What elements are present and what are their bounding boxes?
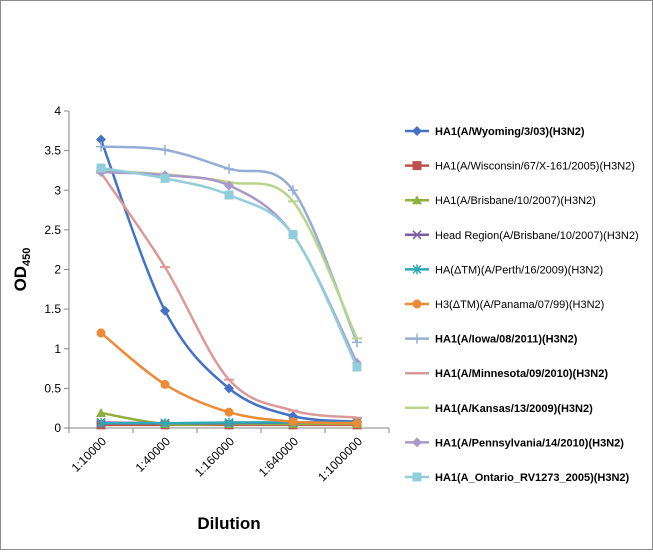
legend-marker [412, 299, 422, 309]
legend-label: HA1(A/Pennsylvania/14/2010)(H3N2) [435, 437, 624, 449]
data-point [224, 190, 234, 200]
data-point [352, 362, 362, 372]
data-point [96, 328, 106, 338]
legend-item: HA1(A/Kansas/13/2009)(H3N2) [405, 403, 593, 415]
y-tick-label: 4 [54, 104, 61, 118]
legend-label: HA1(A/Wyoming/3/03)(H3N2) [435, 126, 585, 138]
legend-marker [412, 195, 422, 205]
legend-item: Head Region(A/Brisbane/10/2007)(H3N2) [405, 230, 639, 242]
x-tick-label: 1:160000 [192, 434, 238, 480]
series-7 [96, 141, 362, 348]
legend-label: HA1(A/Iowa/08/2011)(H3N2) [435, 334, 578, 346]
legend-marker [412, 161, 422, 171]
data-point [96, 134, 106, 145]
data-point [160, 173, 170, 183]
legend-marker [412, 230, 422, 240]
legend-label: HA1(A/Brisbane/10/2007)(H3N2) [435, 195, 596, 207]
y-ticks: 0 0.5 1 1.5 2 2.5 3 3.5 4 [44, 104, 69, 435]
data-point [288, 417, 298, 427]
legend-item: HA(ΔTM)(A/Perth/16/2009)(H3N2) [405, 264, 603, 276]
series-6 [96, 328, 362, 428]
data-point [160, 379, 170, 389]
legend-item: HA1(A/Iowa/08/2011)(H3N2) [405, 333, 578, 346]
data-point [160, 144, 170, 155]
legend-item: H3(ΔTM)(A/Panama/07/99)(H3N2) [405, 299, 604, 311]
series-1 [96, 134, 362, 427]
y-tick-label: 0.5 [44, 381, 61, 395]
legend-marker [412, 333, 422, 344]
data-point [288, 185, 298, 196]
legend-marker [412, 264, 422, 275]
data-point [288, 230, 298, 240]
series-line [100, 145, 359, 343]
x-tick-label: 1:640000 [256, 434, 302, 480]
y-tick-label: 0 [54, 421, 61, 435]
y-axis-title-main: OD [11, 266, 30, 292]
data-point [224, 417, 234, 428]
legend: HA1(A/Wyoming/3/03)(H3N2) HA1(A/Wisconsin… [405, 126, 639, 484]
legend-item: HA1(A/Brisbane/10/2007)(H3N2) [405, 195, 596, 207]
legend-item: HA1(A/Wyoming/3/03)(H3N2) [405, 126, 585, 138]
legend-label: HA(ΔTM)(A/Perth/16/2009)(H3N2) [435, 264, 603, 276]
series-11 [96, 163, 362, 372]
legend-item: HA1(A/Minnesota/09/2010)(H3N2) [405, 368, 608, 380]
series-8 [96, 171, 362, 419]
legend-item: HA1(A_Ontario_RV1273_2005)(H3N2) [405, 472, 630, 484]
data-point [96, 163, 106, 173]
data-point [224, 383, 234, 394]
x-tick-label: 1:10000 [69, 434, 110, 475]
series-line [99, 139, 358, 423]
y-tick-label: 2 [54, 263, 61, 277]
data-point [96, 141, 106, 152]
data-point [160, 305, 170, 316]
y-tick-label: 1.5 [44, 302, 61, 316]
legend-label: HA1(A/Kansas/13/2009)(H3N2) [435, 403, 593, 415]
y-tick-label: 3 [54, 183, 61, 197]
data-point [224, 407, 234, 417]
legend-label: H3(ΔTM)(A/Panama/07/99)(H3N2) [435, 299, 604, 311]
data-point [352, 418, 362, 428]
legend-item: HA1(A/Pennsylvania/14/2010)(H3N2) [405, 437, 624, 449]
data-point [96, 418, 106, 429]
series-line [100, 166, 359, 368]
series-line [99, 172, 358, 419]
legend-item: HA1(A/Wisconsin/67/X-161/2005)(H3N2) [405, 161, 635, 173]
x-axis-title: Dilution [197, 514, 260, 533]
x-tick-label: 1:40000 [133, 434, 174, 475]
data-point [224, 163, 234, 174]
data-point [160, 418, 170, 429]
data-point [224, 180, 234, 191]
legend-marker [412, 126, 422, 136]
legend-label: HA1(A/Wisconsin/67/X-161/2005)(H3N2) [435, 161, 635, 173]
legend-label: Head Region(A/Brisbane/10/2007)(H3N2) [435, 230, 639, 242]
legend-label: HA1(A/Minnesota/09/2010)(H3N2) [435, 368, 608, 380]
legend-marker [412, 437, 422, 448]
x-ticks: 1:10000 1:40000 1:160000 1:640000 1:1000000 [68, 428, 390, 484]
x-tick-label: 1:1000000 [315, 434, 365, 484]
y-axis-title-subscript: 450 [21, 248, 33, 266]
legend-marker [412, 472, 422, 482]
y-tick-label: 2.5 [44, 223, 61, 237]
data-point [96, 407, 106, 417]
y-axis-title: OD450 [11, 248, 33, 292]
series-layer [96, 134, 362, 430]
legend-label: HA1(A_Ontario_RV1273_2005)(H3N2) [435, 472, 630, 484]
y-tick-label: 1 [54, 342, 61, 356]
y-tick-label: 3.5 [44, 144, 61, 158]
series-line [100, 170, 359, 364]
